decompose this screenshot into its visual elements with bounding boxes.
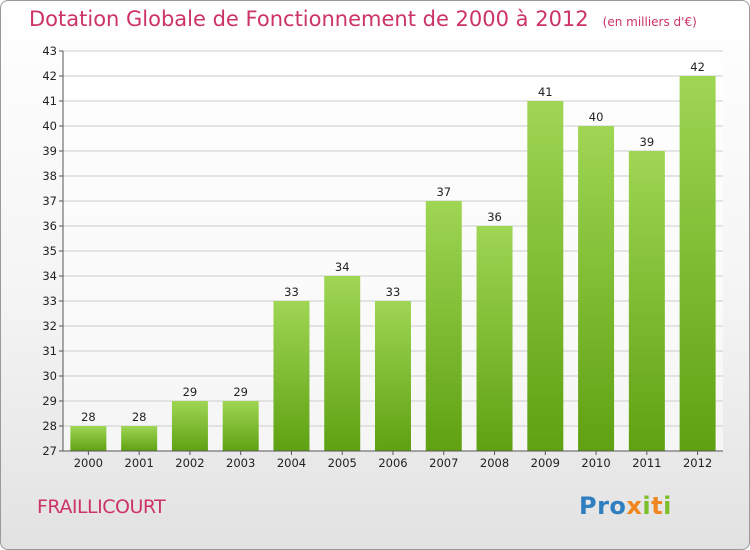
x-tick-label: 2010 bbox=[581, 456, 610, 470]
bar-value-label: 42 bbox=[690, 60, 705, 74]
x-tick-label: 2009 bbox=[531, 456, 560, 470]
bar bbox=[578, 126, 615, 451]
bar-value-label: 41 bbox=[538, 85, 553, 99]
chart-title-text: Dotation Globale de Fonctionnement de 20… bbox=[29, 7, 589, 31]
bar bbox=[476, 226, 513, 451]
bar-value-label: 28 bbox=[132, 410, 147, 424]
x-tick-label: 2001 bbox=[125, 456, 154, 470]
bar bbox=[324, 276, 361, 451]
x-tick-label: 2008 bbox=[480, 456, 509, 470]
bar-value-label: 29 bbox=[233, 385, 248, 399]
y-tick-label: 39 bbox=[42, 144, 57, 158]
x-tick-label: 2002 bbox=[175, 456, 204, 470]
x-tick-label: 2012 bbox=[683, 456, 712, 470]
y-tick-label: 36 bbox=[42, 219, 57, 233]
x-tick-label: 2007 bbox=[429, 456, 458, 470]
bar bbox=[375, 301, 411, 451]
y-tick-label: 43 bbox=[42, 44, 57, 58]
bar-value-label: 40 bbox=[589, 110, 604, 124]
y-tick-label: 38 bbox=[42, 169, 57, 183]
chart-unit: (en milliers d'€) bbox=[602, 15, 697, 29]
logo-part-i2: i bbox=[663, 492, 672, 520]
proxiti-logo[interactable]: Proxiti bbox=[579, 492, 672, 520]
y-tick-label: 33 bbox=[42, 294, 57, 308]
y-tick-label: 37 bbox=[42, 194, 57, 208]
x-tick-label: 2005 bbox=[328, 456, 357, 470]
y-tick-label: 35 bbox=[42, 244, 57, 258]
commune-name: FRAILLICOURT bbox=[37, 496, 166, 518]
bar-value-label: 29 bbox=[183, 385, 198, 399]
x-tick-label: 2011 bbox=[632, 456, 661, 470]
bar bbox=[628, 151, 665, 451]
logo-part-x: x bbox=[626, 492, 643, 520]
y-tick-label: 29 bbox=[42, 394, 57, 408]
y-tick-label: 27 bbox=[42, 444, 57, 458]
bar bbox=[679, 76, 716, 451]
x-tick-label: 2004 bbox=[277, 456, 306, 470]
bar bbox=[171, 401, 208, 451]
logo-part-i: i bbox=[642, 492, 652, 520]
bar-value-label: 37 bbox=[436, 185, 451, 199]
bar-value-label: 33 bbox=[284, 285, 299, 299]
y-tick-label: 40 bbox=[42, 119, 57, 133]
bar bbox=[527, 101, 564, 451]
y-tick-label: 30 bbox=[42, 369, 57, 383]
logo-part-t: t bbox=[651, 492, 664, 520]
logo-part-pro: Pro bbox=[579, 492, 627, 520]
axes: 27 28 29 30 31 32 33 34 35 36 37 38 39 40 41 42 43 2000 20… bbox=[42, 44, 723, 470]
bar-value-label: 34 bbox=[335, 260, 350, 274]
y-tick-label: 31 bbox=[42, 344, 57, 358]
y-tick-label: 41 bbox=[42, 94, 57, 108]
y-tick-label: 42 bbox=[42, 69, 57, 83]
bar-value-label: 36 bbox=[487, 210, 502, 224]
bar bbox=[273, 301, 310, 451]
bar-value-label: 28 bbox=[81, 410, 96, 424]
bar-value-label: 39 bbox=[640, 135, 655, 149]
y-tick-label: 32 bbox=[42, 319, 57, 333]
bar bbox=[121, 426, 158, 451]
bar bbox=[425, 201, 462, 451]
y-tick-label: 28 bbox=[42, 419, 57, 433]
bar bbox=[222, 401, 259, 451]
bars: 28 28 29 29 33 34 33 37 36 41 40 39 42 bbox=[70, 60, 716, 451]
x-tick-label: 2006 bbox=[378, 456, 407, 470]
y-tick-label: 34 bbox=[42, 269, 57, 283]
x-tick-label: 2000 bbox=[74, 456, 103, 470]
chart-title: Dotation Globale de Fonctionnement de 20… bbox=[29, 7, 697, 31]
bar-value-label: 33 bbox=[386, 285, 401, 299]
bar bbox=[70, 426, 107, 451]
x-tick-label: 2003 bbox=[226, 456, 255, 470]
